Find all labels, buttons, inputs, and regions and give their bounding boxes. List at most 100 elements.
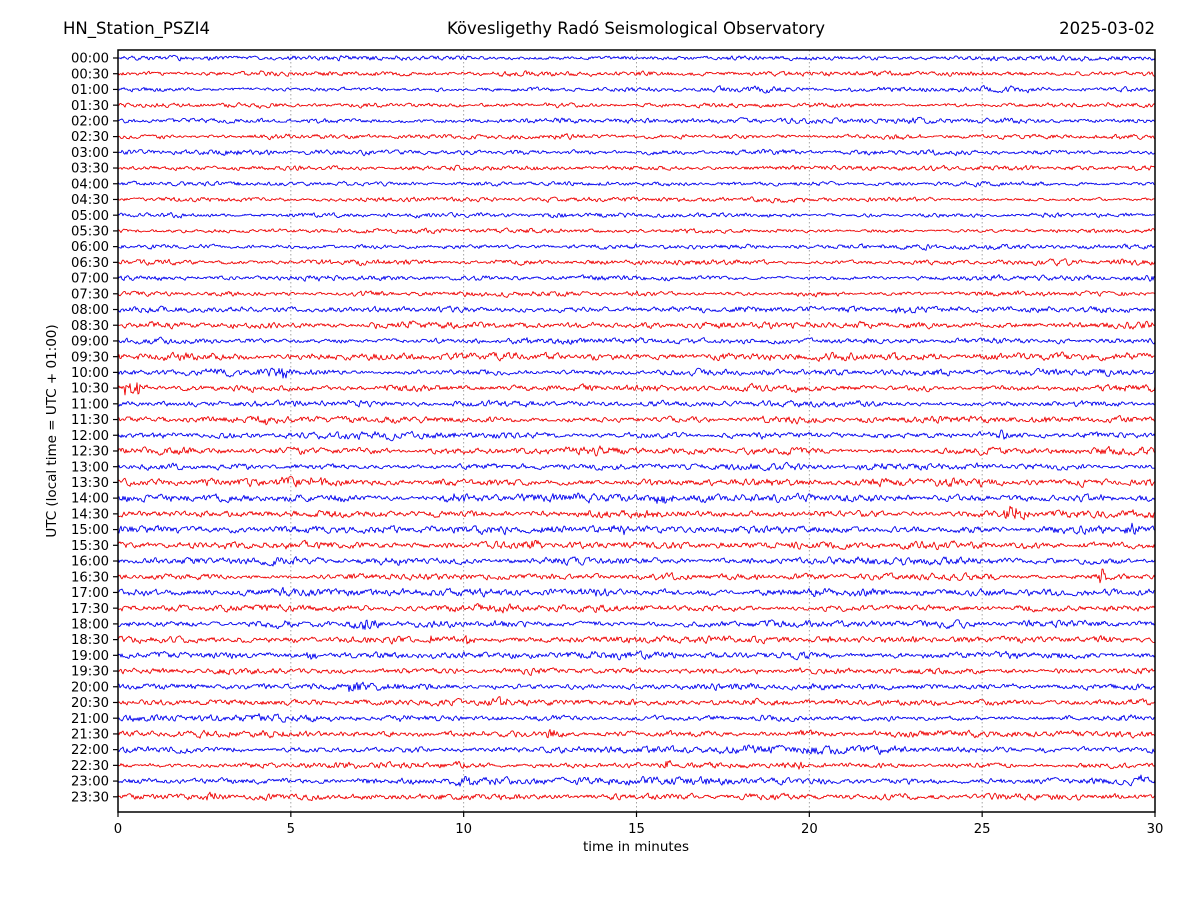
seismo-trace-07:00 bbox=[117, 274, 1156, 282]
y-tick-label: 06:00 bbox=[71, 240, 109, 255]
seismo-trace-04:00 bbox=[117, 180, 1156, 188]
seismo-trace-14:30 bbox=[117, 505, 1156, 521]
y-tick-label: 18:00 bbox=[71, 617, 109, 632]
y-tick-label: 13:30 bbox=[71, 476, 109, 491]
seismo-trace-19:00 bbox=[117, 650, 1156, 661]
y-tick-label: 22:00 bbox=[71, 743, 109, 758]
seismo-trace-10:00 bbox=[117, 367, 1156, 379]
y-tick-label: 09:00 bbox=[71, 335, 109, 350]
y-tick-label: 23:30 bbox=[71, 790, 109, 805]
seismo-trace-18:00 bbox=[117, 619, 1156, 630]
seismo-trace-15:00 bbox=[117, 522, 1156, 536]
y-tick-label: 14:30 bbox=[71, 507, 109, 522]
y-tick-label: 01:00 bbox=[71, 83, 109, 98]
observatory-title: Kövesligethy Radó Seismological Observat… bbox=[447, 19, 825, 38]
axes-layer: 0 5 10 15 20 25 30 00:0000:3001:0001:3002:0002:… bbox=[71, 49, 1164, 837]
seismo-trace-20:30 bbox=[117, 696, 1156, 707]
x-tick-label: 25 bbox=[974, 822, 991, 837]
y-tick-label: 22:30 bbox=[71, 759, 109, 774]
seismo-trace-05:00 bbox=[117, 211, 1156, 219]
y-tick-label: 16:00 bbox=[71, 555, 109, 570]
seismo-trace-10:30 bbox=[117, 382, 1156, 396]
seismo-trace-07:30 bbox=[117, 290, 1156, 298]
seismo-trace-17:30 bbox=[117, 603, 1156, 614]
y-tick-label: 15:30 bbox=[71, 539, 109, 554]
y-axis-label: UTC (local time = UTC + 01:00) bbox=[44, 324, 60, 537]
trace-layer bbox=[117, 54, 1156, 802]
seismo-trace-16:30 bbox=[117, 568, 1156, 584]
seismo-trace-21:00 bbox=[117, 713, 1156, 723]
y-tick-label: 08:00 bbox=[71, 303, 109, 318]
y-tick-label: 06:30 bbox=[71, 256, 109, 271]
seismo-trace-03:00 bbox=[117, 148, 1156, 157]
y-tick-label: 23:00 bbox=[71, 775, 109, 790]
seismo-trace-02:30 bbox=[117, 133, 1156, 141]
seismo-trace-12:00 bbox=[117, 429, 1156, 442]
y-tick-label: 04:30 bbox=[71, 193, 109, 208]
seismo-trace-00:30 bbox=[117, 70, 1156, 77]
seismo-trace-20:00 bbox=[117, 681, 1156, 692]
seismo-trace-23:30 bbox=[117, 791, 1156, 802]
y-tick-label: 18:30 bbox=[71, 633, 109, 648]
seismo-trace-22:00 bbox=[117, 744, 1156, 756]
y-tick-label: 20:00 bbox=[71, 680, 109, 695]
y-tick-label: 21:00 bbox=[71, 712, 109, 727]
seismo-trace-18:30 bbox=[117, 635, 1156, 645]
seismo-trace-08:00 bbox=[117, 305, 1156, 314]
y-tick-label: 05:00 bbox=[71, 209, 109, 224]
y-tick-label: 07:30 bbox=[71, 287, 109, 302]
seismo-trace-16:00 bbox=[117, 556, 1156, 567]
seismo-trace-05:30 bbox=[117, 227, 1156, 235]
x-tick-label: 0 bbox=[114, 822, 122, 837]
y-tick-label: 10:00 bbox=[71, 366, 109, 381]
y-tick-label: 09:30 bbox=[71, 350, 109, 365]
y-tick-label: 14:00 bbox=[71, 492, 109, 507]
seismo-trace-02:00 bbox=[117, 116, 1156, 125]
y-tick-label: 17:30 bbox=[71, 602, 109, 617]
y-tick-label: 02:30 bbox=[71, 130, 109, 145]
x-tick-label: 5 bbox=[287, 822, 295, 837]
y-tick-label: 00:30 bbox=[71, 67, 109, 82]
seismo-trace-11:00 bbox=[117, 399, 1156, 408]
y-tick-label: 20:30 bbox=[71, 696, 109, 711]
y-tick-label: 15:00 bbox=[71, 523, 109, 538]
seismo-trace-13:30 bbox=[117, 476, 1156, 488]
x-axis-label: time in minutes bbox=[583, 839, 689, 855]
seismo-trace-03:30 bbox=[117, 164, 1156, 172]
y-tick-label: 03:00 bbox=[71, 146, 109, 161]
y-tick-label: 10:30 bbox=[71, 382, 109, 397]
y-tick-label: 07:00 bbox=[71, 272, 109, 287]
seismo-trace-17:00 bbox=[117, 586, 1156, 598]
seismo-trace-04:30 bbox=[117, 196, 1156, 204]
seismo-trace-06:00 bbox=[117, 243, 1156, 251]
y-tick-label: 16:30 bbox=[71, 570, 109, 585]
y-tick-label: 19:00 bbox=[71, 649, 109, 664]
seismo-trace-00:00 bbox=[117, 54, 1156, 62]
x-tick-label: 20 bbox=[801, 822, 818, 837]
y-tick-label: 04:00 bbox=[71, 177, 109, 192]
grid-layer bbox=[290, 50, 983, 812]
seismo-trace-22:30 bbox=[117, 759, 1156, 770]
date-title: 2025-03-02 bbox=[1059, 19, 1155, 38]
seismo-trace-01:30 bbox=[117, 102, 1156, 109]
seismo-trace-21:30 bbox=[117, 728, 1156, 739]
seismo-trace-12:30 bbox=[117, 445, 1156, 457]
y-tick-label: 02:00 bbox=[71, 114, 109, 129]
seismo-trace-06:30 bbox=[117, 258, 1156, 267]
y-tick-label: 12:00 bbox=[71, 429, 109, 444]
seismo-trace-08:30 bbox=[117, 320, 1156, 330]
y-tick-label: 19:30 bbox=[71, 665, 109, 680]
y-tick-label: 08:30 bbox=[71, 319, 109, 334]
seismo-trace-13:00 bbox=[117, 461, 1156, 472]
y-tick-label: 12:30 bbox=[71, 445, 109, 460]
station-title: HN_Station_PSZI4 bbox=[63, 19, 210, 39]
y-tick-label: 13:00 bbox=[71, 460, 109, 475]
x-tick-label: 30 bbox=[1147, 822, 1164, 837]
y-tick-label: 11:30 bbox=[71, 413, 109, 428]
x-tick-label: 15 bbox=[628, 822, 645, 837]
y-tick-label: 03:30 bbox=[71, 162, 109, 177]
seismo-trace-14:00 bbox=[117, 492, 1156, 504]
seismo-trace-09:30 bbox=[117, 351, 1156, 362]
